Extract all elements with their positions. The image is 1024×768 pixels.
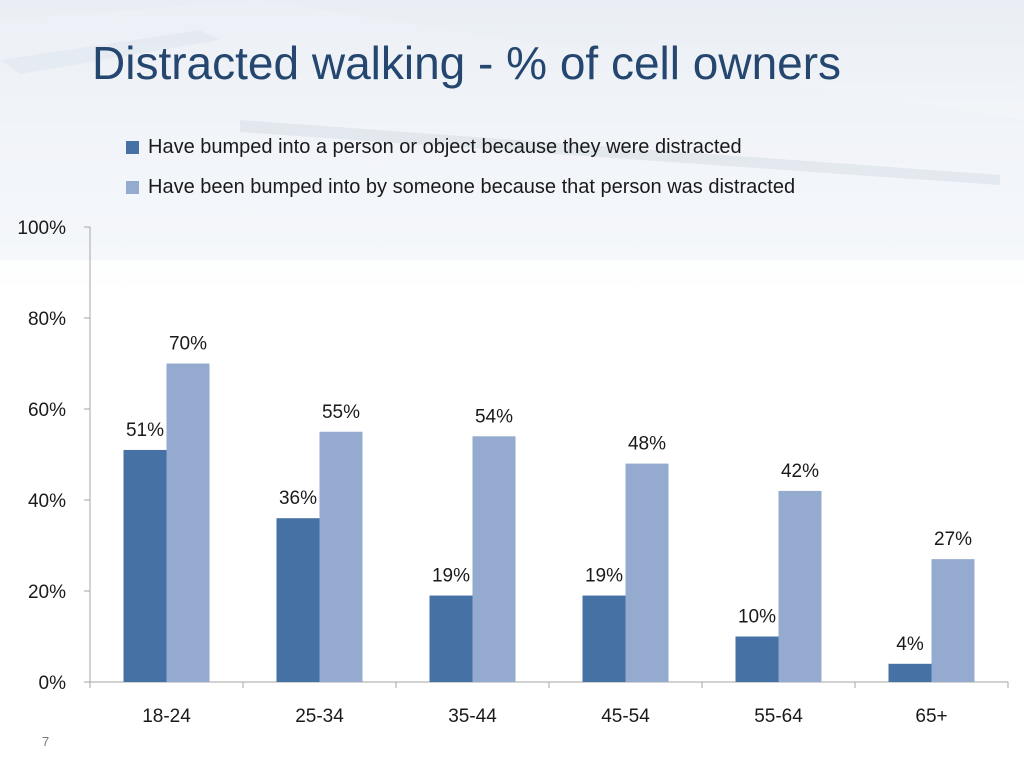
legend-label-series-2: Have been bumped into by someone because…: [148, 175, 796, 198]
bar-series-1-18-24: [123, 449, 167, 682]
bar-series-2-45-54: [625, 463, 669, 682]
data-label: 42%: [781, 461, 819, 482]
page-title: Distracted walking - % of cell owners: [92, 37, 842, 89]
legend-item-series-2: Have been bumped into by someone because…: [126, 174, 795, 200]
y-tick-label: 0%: [39, 673, 67, 694]
bar-series-2-35-44: [472, 436, 516, 682]
y-tick-label: 80%: [28, 309, 66, 330]
bar-series-1-45-54: [582, 595, 626, 682]
data-label: 36%: [279, 488, 317, 509]
data-label: 10%: [738, 607, 776, 628]
y-tick-label: 100%: [17, 218, 66, 239]
legend-label-series-1: Have bumped into a person or object beca…: [148, 135, 742, 158]
bar-series-1-55-64: [735, 636, 779, 682]
bar-series-1-65+: [888, 663, 932, 682]
data-label: 70%: [169, 334, 207, 355]
bar-series-2-55-64: [778, 490, 822, 682]
x-tick-label: 65+: [915, 706, 947, 727]
data-label: 55%: [322, 402, 360, 423]
x-tick-label: 35-44: [448, 706, 497, 727]
bar-series-2-25-34: [319, 431, 363, 682]
x-tick-label: 25-34: [295, 706, 344, 727]
y-tick-label: 40%: [28, 491, 66, 512]
legend-swatch-series-1: [126, 140, 139, 154]
x-tick-label: 18-24: [142, 706, 191, 727]
x-tick-label: 55-64: [754, 706, 803, 727]
chart-legend: Have bumped into a person or object beca…: [126, 134, 795, 214]
legend-swatch-series-2: [126, 180, 139, 194]
data-label: 51%: [126, 420, 164, 441]
data-label: 27%: [934, 529, 972, 550]
slide-number: 7: [42, 734, 50, 749]
y-tick-label: 20%: [28, 582, 66, 603]
bar-series-2-65+: [931, 559, 975, 682]
data-label: 19%: [585, 566, 623, 587]
data-label: 4%: [896, 634, 924, 655]
bar-series-2-18-24: [166, 363, 210, 682]
bar-series-1-35-44: [429, 595, 473, 682]
x-tick-label: 45-54: [601, 706, 650, 727]
y-tick-label: 60%: [28, 400, 66, 421]
data-label: 19%: [432, 566, 470, 587]
data-label: 54%: [475, 406, 513, 427]
bar-series-1-25-34: [276, 518, 320, 682]
data-label: 48%: [628, 434, 666, 455]
legend-item-series-1: Have bumped into a person or object beca…: [126, 134, 795, 160]
